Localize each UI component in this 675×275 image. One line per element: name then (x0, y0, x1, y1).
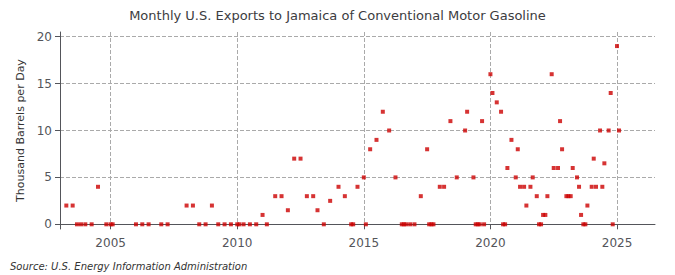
svg-text:15: 15 (37, 77, 52, 91)
svg-text:2005: 2005 (95, 236, 126, 250)
svg-text:10: 10 (37, 124, 52, 138)
svg-text:Thousand Barrels per Day: Thousand Barrels per Day (14, 59, 27, 203)
svg-text:2025: 2025 (602, 236, 633, 250)
svg-text:2020: 2020 (475, 236, 506, 250)
svg-text:2010: 2010 (222, 236, 253, 250)
svg-text:Source: U.S. Energy Informatio: Source: U.S. Energy Information Administ… (10, 261, 247, 272)
svg-text:2015: 2015 (349, 236, 380, 250)
svg-text:5: 5 (44, 170, 52, 184)
svg-text:Monthly U.S. Exports to Jamaic: Monthly U.S. Exports to Jamaica of Conve… (129, 8, 546, 23)
svg-text:20: 20 (37, 30, 52, 44)
svg-text:0: 0 (44, 217, 52, 231)
